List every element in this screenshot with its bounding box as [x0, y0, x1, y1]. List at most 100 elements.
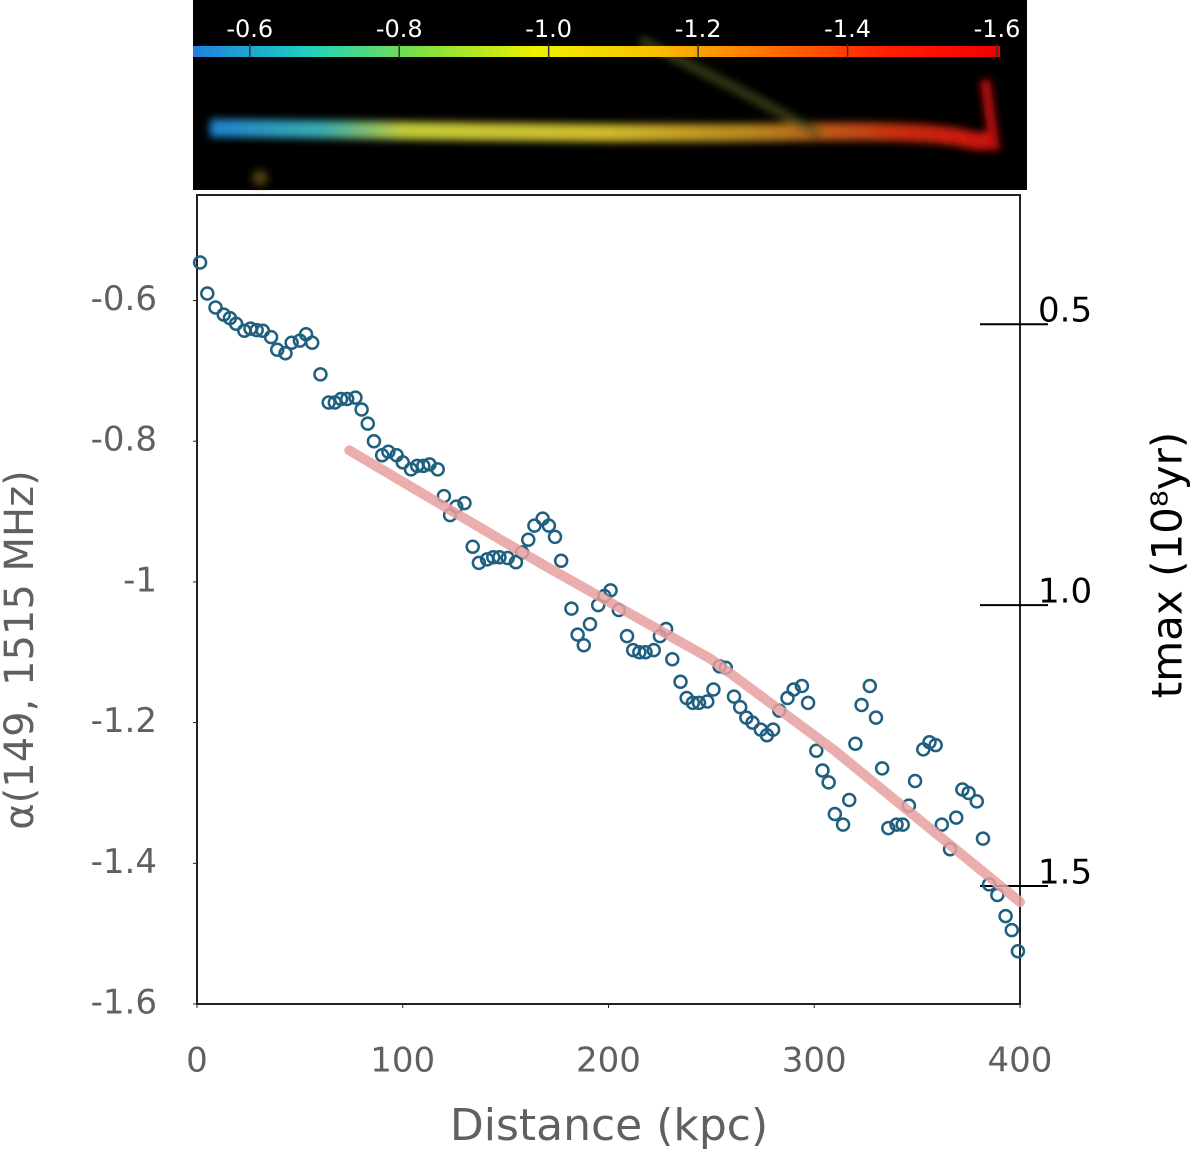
data-point	[395, 455, 410, 470]
data-point	[638, 645, 653, 660]
colorbar-tick-label: -1.4	[824, 15, 871, 43]
x-tick-label: 300	[782, 1041, 847, 1081]
data-point	[895, 817, 910, 832]
data-point	[200, 286, 215, 301]
x-tick-label: 100	[370, 1041, 435, 1081]
data-point	[928, 737, 943, 753]
data-point	[998, 908, 1013, 924]
colorbar-tick-label: -1.6	[974, 15, 1021, 43]
data-point	[582, 616, 598, 632]
data-point	[457, 495, 472, 511]
data-point	[691, 695, 707, 711]
data-point	[632, 645, 647, 660]
data-point	[969, 794, 985, 809]
data-point	[228, 316, 244, 331]
data-point	[745, 715, 760, 730]
data-point	[508, 554, 524, 570]
data-point	[527, 518, 542, 533]
data-point	[553, 553, 569, 569]
data-point	[492, 550, 507, 565]
data-point	[321, 395, 336, 410]
data-point	[1010, 943, 1026, 959]
data-point	[284, 335, 299, 350]
data-point	[700, 694, 715, 709]
data-point	[564, 601, 579, 616]
y-tick-label: -1.4	[91, 842, 157, 882]
data-point	[706, 682, 721, 697]
data-point	[665, 652, 680, 667]
data-point	[786, 682, 801, 697]
data-point	[673, 674, 688, 690]
x-tick-label: 0	[186, 1041, 208, 1081]
data-point	[208, 300, 223, 315]
data-point	[339, 391, 355, 407]
y-tick-label: -1	[123, 560, 157, 600]
data-point	[313, 367, 328, 382]
y2-axis-label: tmax (10⁸yr)	[1143, 432, 1192, 699]
data-point	[471, 555, 487, 571]
data-point	[961, 785, 976, 801]
data-point	[278, 346, 293, 361]
data-point	[354, 402, 369, 417]
data-point	[848, 736, 863, 751]
data-point	[1004, 922, 1020, 938]
data-point	[619, 628, 635, 644]
data-point	[948, 810, 964, 825]
y-axis-label: α(149, 1515 MHz)	[0, 470, 43, 829]
data-point	[269, 342, 285, 358]
data-point	[827, 806, 843, 822]
data-point	[726, 689, 742, 704]
data-point	[430, 462, 445, 477]
colorbar-tick-label: -1.0	[525, 15, 572, 43]
data-point	[854, 697, 869, 713]
y-tick-label: -1.2	[91, 701, 157, 741]
data-point	[889, 817, 904, 832]
data-point	[333, 391, 349, 407]
data-point	[881, 820, 896, 836]
data-point	[576, 637, 592, 653]
data-point	[646, 642, 662, 658]
data-point	[765, 722, 781, 737]
colorbar-tick-label: -0.6	[226, 15, 273, 43]
data-point	[547, 529, 563, 545]
y2-tick-label: 1.0	[1038, 572, 1092, 612]
data-point	[685, 695, 701, 711]
data-point	[800, 695, 816, 711]
fit-line	[344, 445, 1025, 907]
colorbar	[193, 46, 1000, 57]
data-point	[874, 761, 890, 776]
data-point	[360, 416, 376, 431]
y2-tick-label: 1.5	[1038, 853, 1092, 893]
data-point	[862, 678, 878, 694]
x-axis-label: Distance (kpc)	[450, 1100, 768, 1151]
data-point	[541, 518, 557, 533]
data-point	[841, 792, 857, 808]
data-point	[907, 773, 923, 789]
data-point	[835, 817, 851, 832]
data-point	[868, 710, 884, 725]
x-tick-label: 400	[988, 1041, 1053, 1081]
data-point	[934, 817, 950, 832]
data-point	[732, 699, 748, 715]
data-point	[192, 255, 208, 270]
data-point	[381, 444, 396, 460]
x-tick-label: 200	[576, 1041, 641, 1081]
data-point	[486, 550, 501, 565]
data-point	[521, 532, 536, 547]
data-point	[794, 678, 810, 694]
y-tick-label: -0.6	[91, 279, 157, 319]
data-point	[249, 322, 264, 338]
y-tick-label: -1.6	[91, 983, 157, 1023]
data-point	[416, 458, 431, 474]
data-point	[815, 763, 830, 778]
data-point	[263, 329, 279, 345]
data-point	[821, 775, 836, 790]
image-panel	[193, 0, 1027, 190]
data-point	[465, 539, 480, 554]
data-point	[603, 583, 618, 598]
data-point	[780, 690, 795, 706]
data-point	[975, 831, 991, 846]
y2-tick-label: 0.5	[1038, 291, 1092, 331]
colorbar-tick-label: -0.8	[376, 15, 423, 43]
data-point	[570, 627, 585, 642]
